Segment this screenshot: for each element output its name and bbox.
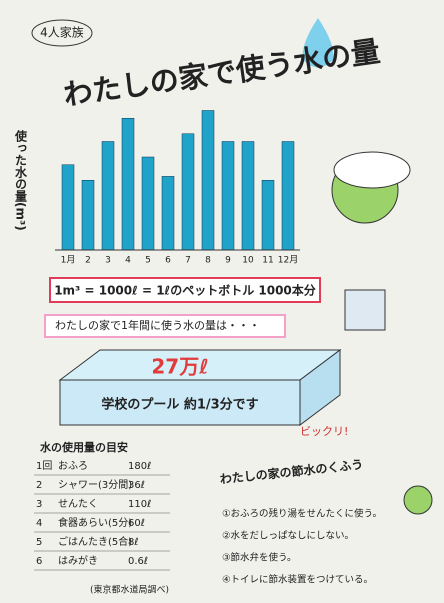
x-tick-label: 6 — [165, 256, 171, 266]
tip: ③節水弁を使う。 — [222, 552, 296, 564]
usage-cell: ごはんたき(5合) — [58, 535, 132, 548]
x-tick-label: 1月 — [61, 255, 76, 266]
x-tick-label: 7 — [185, 256, 191, 266]
usage-title: 水の使用量の目安 — [40, 440, 128, 454]
usage-cell: 6 — [36, 556, 42, 567]
bar — [121, 118, 135, 251]
bar — [281, 141, 295, 251]
usage-source: (東京都水道局調べ) — [90, 584, 169, 596]
badge: 4人家族 — [40, 25, 84, 40]
x-tick-label: 9 — [225, 256, 231, 266]
x-tick-label: 4 — [125, 256, 131, 266]
pool-front — [59, 379, 301, 426]
x-tick-label: 10 — [242, 256, 254, 266]
bar — [181, 133, 195, 251]
bar — [221, 141, 235, 251]
usage-cell: シャワー(3分間) — [58, 479, 132, 491]
usage-cell: 60ℓ — [128, 518, 145, 529]
usage-cell: 8ℓ — [128, 537, 139, 548]
y-label: 使った水の量(m³) — [14, 129, 28, 231]
usage-cell: 180ℓ — [128, 461, 151, 472]
cube — [344, 289, 386, 331]
question: わたしの家で1年間に使う水の量は・・・ — [55, 318, 260, 332]
conversion-box — [49, 277, 321, 303]
character-small — [403, 485, 433, 515]
chart: 1月 2 3 4 5 6 7 8 9 10 11 12月 — [61, 110, 298, 266]
tips-list: ①おふろの残り湯をせんたくに使う。 ②水をだしっぱなしにしない。 ③節水弁を使う。 ④… — [222, 508, 382, 586]
usage-cell: 食器あらい(5分) — [58, 516, 132, 529]
usage-cell: 0.6ℓ — [128, 556, 148, 567]
drop — [302, 18, 334, 68]
x-tick-label: 2 — [85, 256, 91, 266]
tip: ④トイレに節水装置をつけている。 — [222, 574, 373, 586]
pool-text: 学校のプール 約1/3分です — [101, 397, 258, 413]
usage-cell: 110ℓ — [128, 499, 151, 510]
conversion: 1m³ = 1000ℓ = 1ℓのペットボトル 1000本分 — [54, 283, 316, 298]
bar — [201, 110, 215, 251]
usage-table: 1回 おふろ 180ℓ 2 シャワー(3分間)36ℓ 3 せんたく 110ℓ 4 食器あらい(5分… — [34, 460, 170, 571]
question-box — [44, 314, 286, 338]
surprise: ビックリ! — [300, 425, 348, 438]
usage-cell: 1回 — [36, 460, 52, 472]
tip: ①おふろの残り湯をせんたくに使う。 — [222, 508, 382, 520]
bar — [241, 141, 255, 251]
usage-cell: 3 — [36, 499, 42, 510]
bar — [81, 180, 95, 251]
pool-side — [299, 349, 341, 426]
usage-cell: はみがき — [58, 554, 98, 567]
usage-cell: 5 — [36, 537, 42, 548]
bar — [61, 164, 75, 251]
x-tick-label: 8 — [205, 256, 211, 266]
usage-cell: せんたく — [58, 498, 98, 510]
x-tick-label: 11 — [262, 256, 273, 266]
bar — [101, 141, 115, 251]
bar — [141, 156, 155, 251]
usage-cell: 4 — [36, 518, 42, 529]
speech — [333, 151, 411, 189]
x-tick-label: 3 — [105, 256, 111, 266]
badge-frame — [31, 19, 93, 47]
x-tick-label: 12月 — [278, 255, 298, 266]
bar — [261, 180, 275, 251]
usage-cell: おふろ — [58, 460, 88, 472]
answer: 27万ℓ — [151, 355, 208, 379]
tip: ②水をだしっぱなしにしない。 — [222, 530, 354, 542]
usage-cell: 2 — [36, 480, 42, 491]
usage-cell: 36ℓ — [128, 480, 145, 491]
x-tick-label: 5 — [145, 256, 151, 266]
bar — [161, 176, 175, 251]
